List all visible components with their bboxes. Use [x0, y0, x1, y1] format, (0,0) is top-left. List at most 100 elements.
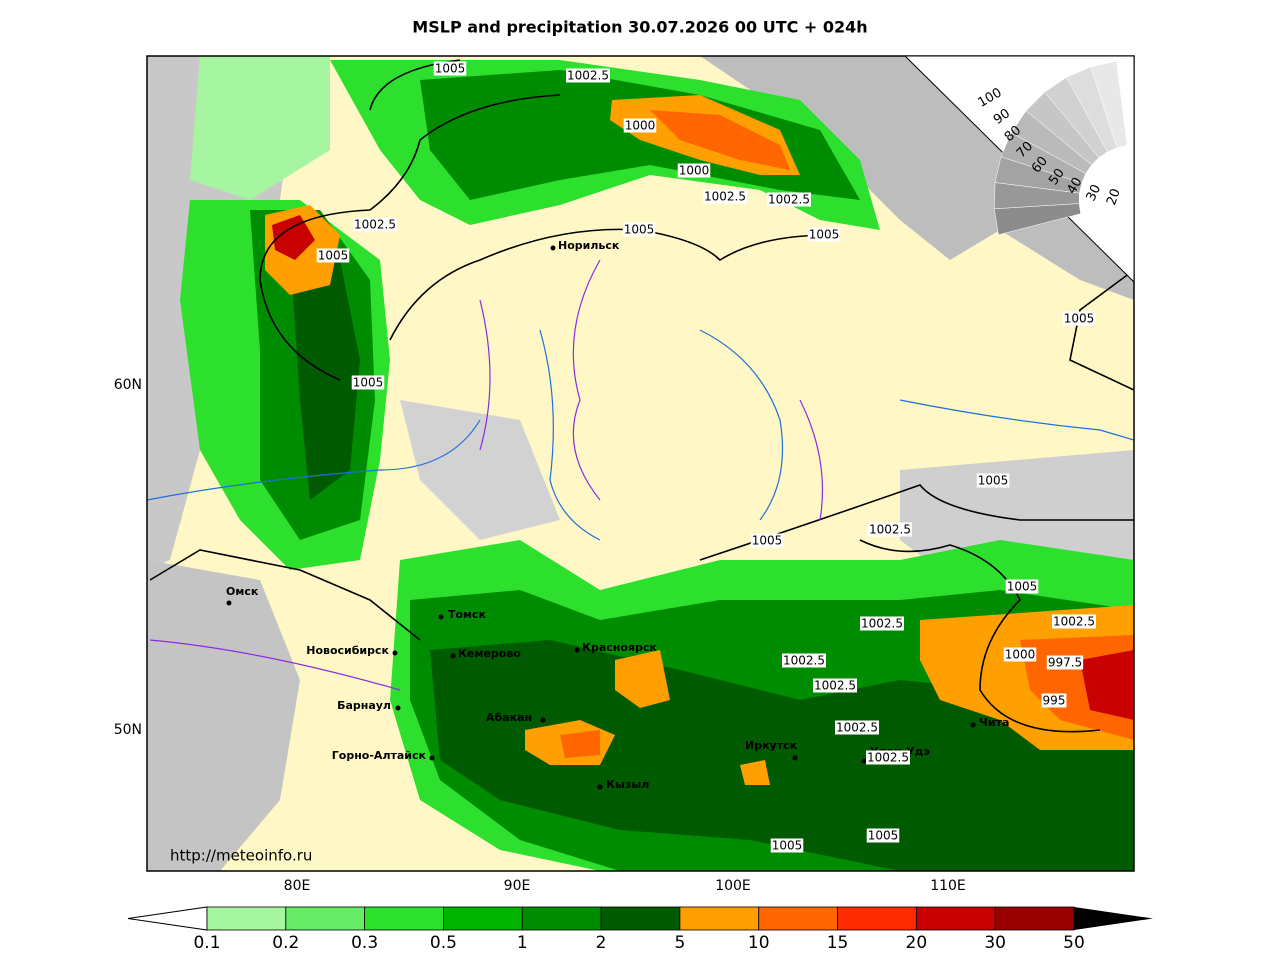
city-label: Омск — [226, 585, 259, 598]
city-dot — [395, 705, 401, 711]
colorbar-segment — [915, 906, 996, 931]
isobar-label-bg — [750, 533, 784, 548]
precip-area — [650, 110, 790, 170]
isobar-label-bg — [860, 616, 904, 631]
colorbar-segment — [758, 906, 838, 931]
isobar-label: 1002.5 — [836, 721, 878, 735]
isobar-label: 1000 — [625, 119, 656, 133]
city-label: Красноярск — [582, 641, 657, 654]
map-field — [147, 56, 1134, 871]
precip-area — [147, 560, 300, 871]
city-dot — [540, 717, 546, 723]
city-dot — [550, 245, 556, 251]
city-dot — [226, 600, 232, 606]
lon-label: 90E — [504, 878, 531, 894]
colorbar-label: 20 — [906, 933, 928, 953]
precip-area — [272, 215, 315, 260]
cloud-scale-sector — [1090, 60, 1128, 148]
city-dot — [970, 722, 976, 728]
isobar-label: 1002.5 — [768, 193, 810, 207]
colorbar-label: 1 — [517, 933, 528, 953]
precip-area — [560, 730, 600, 758]
isobar-label-bg — [866, 828, 900, 843]
isobar-label-bg — [868, 522, 912, 537]
isobar-label-bg — [1046, 655, 1084, 670]
isobar-label-bg — [767, 192, 811, 207]
cloud-scale-label: 30 — [1084, 182, 1105, 203]
city-label: Норильск — [558, 239, 620, 252]
colorbar-label: 50 — [1063, 933, 1085, 953]
isobar-label-bg — [835, 720, 879, 735]
isobar-label-bg — [433, 61, 467, 76]
city-dot — [861, 758, 867, 764]
isobar-label: 1002.5 — [1053, 615, 1095, 629]
isobar-label-bg — [703, 189, 747, 204]
city-label: Томск — [448, 608, 487, 621]
colorbar-segment — [600, 906, 681, 931]
isobar-label: 1005 — [772, 839, 803, 853]
isobar-label: 1002.5 — [861, 617, 903, 631]
cloud-scale-label: 20 — [1104, 187, 1124, 208]
city-dot — [429, 755, 435, 761]
city-label: Абакан — [486, 711, 532, 724]
isobar-label-bg — [813, 678, 857, 693]
isobar-label: 1005 — [353, 376, 384, 390]
source-url: http://meteoinfo.ru — [170, 847, 312, 865]
isobar-label-bg — [976, 473, 1010, 488]
isobar-label: 1005 — [318, 249, 349, 263]
isobar-label: 997.5 — [1048, 656, 1082, 670]
isobar-label-bg — [622, 222, 656, 237]
colorbar-segment — [521, 906, 602, 931]
lat-label: 50N — [114, 722, 142, 738]
precip-area — [190, 56, 330, 200]
city-label: Иркутск — [745, 739, 798, 752]
contour-line — [149, 59, 831, 641]
isobar-label: 1000 — [679, 164, 710, 178]
colorbar-label: 0.5 — [430, 933, 457, 953]
isobar-label: 1005 — [1007, 580, 1038, 594]
isobar-label-bg — [866, 750, 910, 765]
precip-area — [290, 250, 360, 500]
isobar-label: 1005 — [752, 534, 783, 548]
isobar-label: 1002.5 — [867, 751, 909, 765]
colorbar-label: 30 — [984, 933, 1006, 953]
city-label: Горно-Алтайск — [332, 749, 427, 762]
city-dot — [597, 784, 603, 790]
colorbar-segment — [285, 906, 366, 931]
lat-label: 60N — [114, 377, 142, 393]
city-label: Кызыл — [606, 778, 649, 791]
colorbar-label: 5 — [674, 933, 685, 953]
city-dot — [450, 653, 456, 659]
precip-area — [740, 760, 770, 785]
colorbar-segment — [206, 906, 287, 931]
isobar-label: 1005 — [809, 228, 840, 242]
isobar-label-bg — [1062, 311, 1096, 326]
contour-line — [147, 329, 1134, 541]
isobar-label-bg — [566, 68, 610, 83]
cloud-scale-label: 40 — [1064, 175, 1085, 197]
colorbar-segment — [837, 906, 917, 931]
isobar-label: 995 — [1043, 694, 1066, 708]
isobar-label: 1002.5 — [704, 190, 746, 204]
isobar-label: 1005 — [435, 62, 466, 76]
isobar-label-bg — [623, 118, 657, 133]
isobar-label-bg — [1041, 693, 1067, 708]
isobar-label-bg — [1005, 579, 1039, 594]
colorbar-segment — [443, 906, 523, 931]
isobar-label-bg — [1003, 647, 1037, 662]
isobar-label: 1005 — [868, 829, 899, 843]
isobar-label: 1002.5 — [783, 654, 825, 668]
isobar-label: 1002.5 — [814, 679, 856, 693]
city-label: Новосибирск — [306, 644, 389, 657]
isobar-label-bg — [351, 375, 385, 390]
map-title: MSLP and precipitation 30.07.2026 00 UTC… — [412, 18, 867, 37]
precip-area — [400, 400, 560, 540]
isobar-label-bg — [677, 163, 711, 178]
isobar-label: 1000 — [1005, 648, 1036, 662]
precip-area — [1080, 650, 1134, 720]
colorbar-label: 10 — [748, 933, 770, 953]
isobar-label: 1002.5 — [567, 69, 609, 83]
colorbar-label: 0.3 — [351, 933, 378, 953]
colorbar-label: 0.1 — [193, 933, 220, 953]
